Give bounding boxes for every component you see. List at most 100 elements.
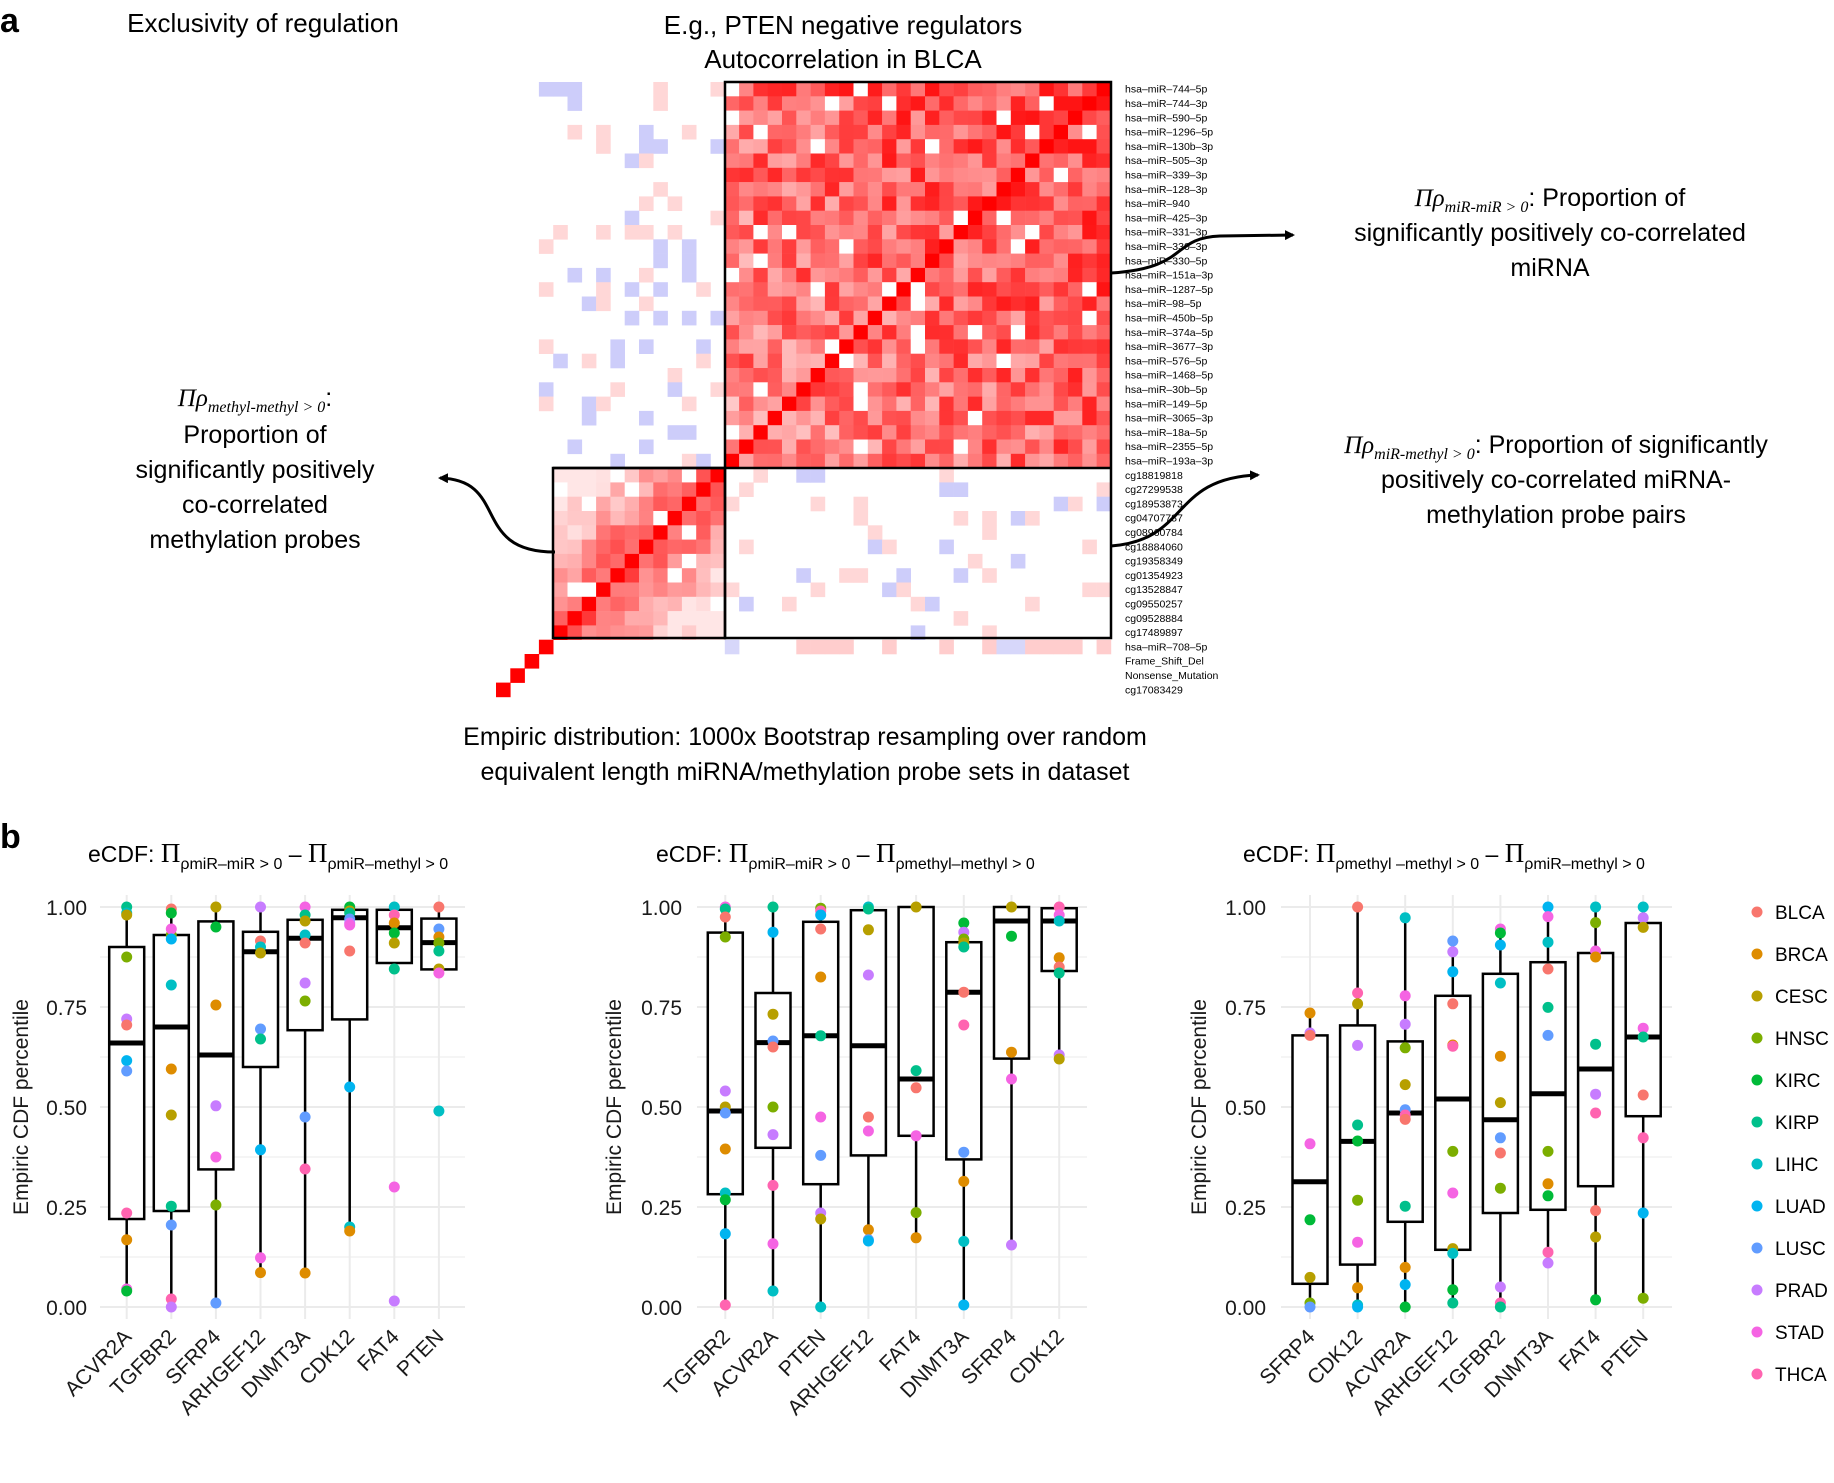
heatmap-cell: [782, 267, 797, 283]
heatmap-cell: [639, 611, 654, 626]
heatmap-cell: [925, 267, 940, 283]
heatmap-cell: [553, 82, 568, 97]
heatmap-cell: [724, 582, 740, 598]
ann-methyl-line3: significantly positively: [136, 456, 375, 484]
heatmap-cell: [710, 611, 726, 626]
heatmap-row-label: Nonsense_Mutation: [1125, 670, 1219, 682]
heatmap-cell: [910, 382, 926, 397]
point-hnsc: [719, 931, 731, 943]
heatmap-cell: [996, 410, 1012, 426]
heatmap-cell: [1025, 139, 1040, 154]
heatmap-cell: [896, 339, 911, 354]
heatmap-cell: [767, 139, 783, 154]
heatmap-cell: [925, 167, 940, 183]
heatmap-cell: [982, 124, 997, 140]
heatmap-cell: [939, 124, 954, 140]
heatmap-cell: [953, 568, 969, 583]
heatmap-cell: [710, 582, 726, 598]
panel-title: eCDF: Πρmethyl –methyl > 0 – ΠρmiR–methy…: [1243, 838, 1645, 873]
heatmap-cell: [610, 496, 625, 512]
heatmap-cell: [967, 382, 983, 397]
heatmap-cell: [653, 139, 668, 154]
heatmap-cell: [824, 339, 840, 354]
heatmap-cell: [1025, 82, 1040, 97]
heatmap-cell: [753, 267, 768, 283]
heatmap-cell: [810, 110, 826, 126]
point-kirp: [719, 903, 731, 915]
point-lihc: [165, 979, 177, 991]
heatmap-cell: [538, 382, 554, 397]
point-brca: [210, 999, 222, 1011]
box-fat4: [897, 901, 935, 1244]
heatmap-cell: [867, 382, 883, 397]
point-luad: [862, 1235, 874, 1247]
point-cesc: [255, 947, 266, 959]
heatmap-cell: [739, 310, 754, 326]
heatmap-cell: [1096, 267, 1112, 283]
heatmap-cell: [939, 139, 954, 154]
heatmap-cell: [896, 410, 911, 426]
point-kirc: [388, 927, 400, 939]
heatmap-cell: [910, 196, 926, 211]
heatmap-cell: [1068, 110, 1083, 126]
heatmap-cell: [624, 210, 640, 226]
heatmap-cell: [1082, 239, 1097, 254]
heatmap-cell: [796, 267, 811, 283]
heatmap-cell: [696, 553, 711, 569]
heatmap-cell: [767, 82, 783, 97]
heatmap-cell: [1096, 453, 1112, 469]
heatmap-cell: [596, 124, 611, 140]
heatmap-cell: [824, 182, 840, 197]
heatmap-cell: [553, 582, 568, 598]
heatmap-cell: [1053, 368, 1069, 383]
heatmap-cell: [1039, 225, 1054, 240]
heatmap-cell: [1010, 282, 1026, 297]
heatmap-cell: [1025, 339, 1040, 354]
heatmap-cell: [1039, 153, 1054, 169]
heatmap-cell: [581, 468, 597, 483]
point-blca: [958, 986, 970, 998]
heatmap-cell: [724, 225, 740, 240]
heatmap-cell: [739, 210, 754, 226]
heatmap-cell: [810, 153, 826, 169]
point-hnsc: [1399, 1042, 1411, 1054]
heatmap-cell: [724, 496, 740, 512]
heatmap-cell: [624, 568, 640, 583]
y-tick-label: 0.25: [641, 1197, 682, 1220]
point-lusc: [121, 1065, 133, 1077]
heatmap-cell: [839, 282, 854, 297]
heatmap-cell: [853, 196, 869, 211]
heatmap-cell: [767, 225, 783, 240]
heatmap-row-label: hsa–miR–374a–5p: [1125, 327, 1213, 339]
heatmap-cell: [953, 139, 969, 154]
heatmap-cell: [996, 310, 1012, 326]
point-luad: [958, 1299, 970, 1311]
heatmap-cell: [610, 525, 625, 540]
heatmap-cell: [782, 124, 797, 140]
heatmap-cell: [681, 239, 697, 254]
heatmap-cell: [1053, 267, 1069, 283]
heatmap-cell: [1068, 425, 1083, 440]
title-prefix: eCDF:: [1243, 841, 1316, 867]
arrow-mirmir: [1110, 230, 1295, 275]
heatmap-cell: [624, 625, 640, 640]
heatmap-cell: [596, 225, 611, 240]
heatmap-cell: [982, 139, 997, 154]
heatmap-cell: [696, 611, 711, 626]
heatmap-cell: [767, 439, 783, 455]
heatmap-cell: [1053, 639, 1069, 655]
legend-dot-lihc: [1751, 1158, 1763, 1170]
heatmap-cell: [953, 339, 969, 354]
title-prefix: eCDF:: [656, 841, 729, 867]
heatmap-cell: [1082, 296, 1097, 312]
heatmap-cell: [1053, 496, 1069, 512]
heatmap-cell: [925, 110, 940, 126]
heatmap-cell: [553, 353, 568, 369]
heatmap-cell: [753, 425, 768, 440]
heatmap-cell: [767, 339, 783, 354]
point-kirc: [165, 907, 177, 919]
box-sfrp4: [197, 901, 235, 1309]
heatmap-cell: [939, 410, 954, 426]
heatmap-cell: [1039, 439, 1054, 455]
legend-dot-hnsc: [1751, 1032, 1763, 1044]
